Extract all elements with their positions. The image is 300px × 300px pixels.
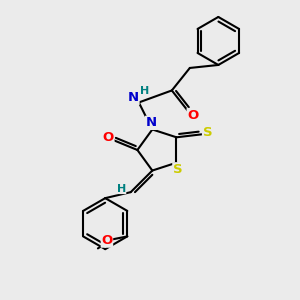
Text: O: O [103,130,114,144]
Text: O: O [187,109,199,122]
Text: S: S [173,163,182,176]
Text: N: N [128,92,139,104]
Text: O: O [101,234,112,247]
Text: H: H [140,86,149,96]
Text: S: S [202,126,212,139]
Text: H: H [116,184,126,194]
Text: N: N [146,116,157,129]
